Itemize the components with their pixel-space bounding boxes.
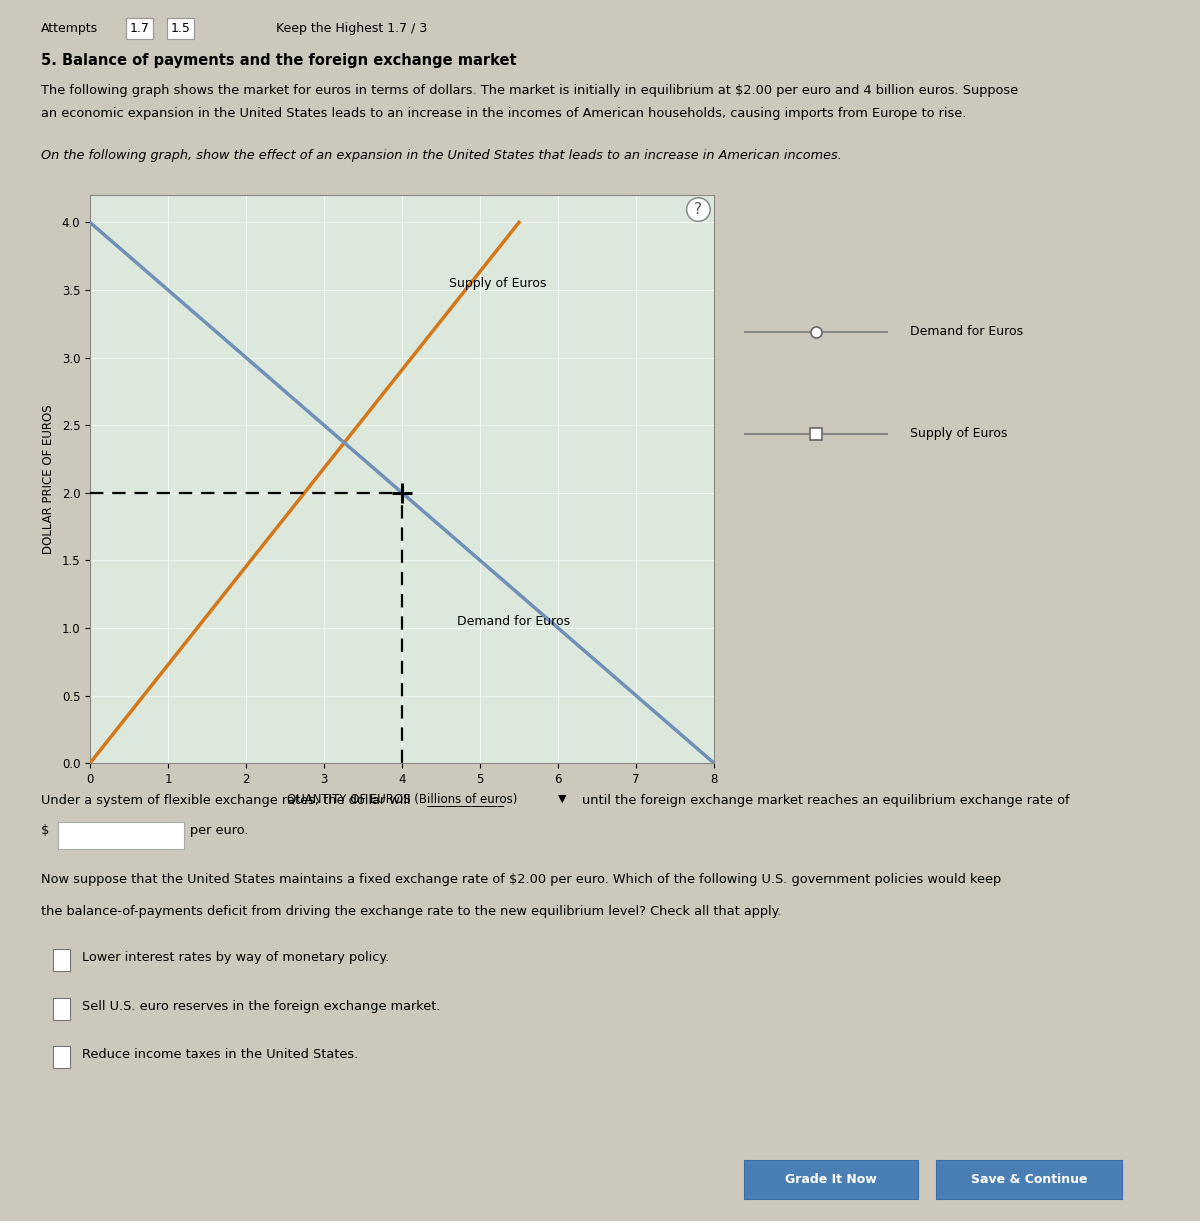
- Text: On the following graph, show the effect of an expansion in the United States tha: On the following graph, show the effect …: [41, 149, 841, 162]
- Text: Demand for Euros: Demand for Euros: [457, 614, 570, 628]
- Text: $: $: [41, 824, 49, 838]
- Text: Sell U.S. euro reserves in the foreign exchange market.: Sell U.S. euro reserves in the foreign e…: [82, 1000, 440, 1012]
- Text: until the foreign exchange market reaches an equilibrium exchange rate of: until the foreign exchange market reache…: [582, 794, 1069, 807]
- Text: 1.7: 1.7: [130, 22, 150, 35]
- Text: Demand for Euros: Demand for Euros: [911, 325, 1024, 338]
- Text: Supply of Euros: Supply of Euros: [911, 427, 1008, 441]
- Text: the balance-of-payments deficit from driving the exchange rate to the new equili: the balance-of-payments deficit from dri…: [41, 905, 781, 918]
- Text: Save & Continue: Save & Continue: [971, 1173, 1087, 1186]
- Text: Reduce income taxes in the United States.: Reduce income taxes in the United States…: [82, 1049, 358, 1061]
- Text: Supply of Euros: Supply of Euros: [449, 277, 546, 289]
- Text: Now suppose that the United States maintains a fixed exchange rate of $2.00 per : Now suppose that the United States maint…: [41, 873, 1001, 886]
- Text: ?: ?: [695, 201, 702, 217]
- Y-axis label: DOLLAR PRICE OF EUROS: DOLLAR PRICE OF EUROS: [42, 404, 55, 554]
- Text: The following graph shows the market for euros in terms of dollars. The market i: The following graph shows the market for…: [41, 84, 1018, 98]
- Text: Attempts: Attempts: [41, 22, 98, 35]
- Text: Under a system of flexible exchange rates, the dollar will: Under a system of flexible exchange rate…: [41, 794, 410, 807]
- Text: Grade It Now: Grade It Now: [785, 1173, 877, 1186]
- Text: per euro.: per euro.: [190, 824, 248, 838]
- Text: ____________: ____________: [426, 794, 504, 807]
- Text: Lower interest rates by way of monetary policy.: Lower interest rates by way of monetary …: [82, 951, 389, 963]
- Text: ▼: ▼: [558, 794, 566, 803]
- Text: an economic expansion in the United States leads to an increase in the incomes o: an economic expansion in the United Stat…: [41, 107, 966, 121]
- X-axis label: QUANTITY OF EUROS (Billions of euros): QUANTITY OF EUROS (Billions of euros): [287, 792, 517, 806]
- Text: 1.5: 1.5: [170, 22, 191, 35]
- Text: Keep the Highest 1.7 / 3: Keep the Highest 1.7 / 3: [276, 22, 427, 35]
- Text: 5. Balance of payments and the foreign exchange market: 5. Balance of payments and the foreign e…: [41, 53, 516, 67]
